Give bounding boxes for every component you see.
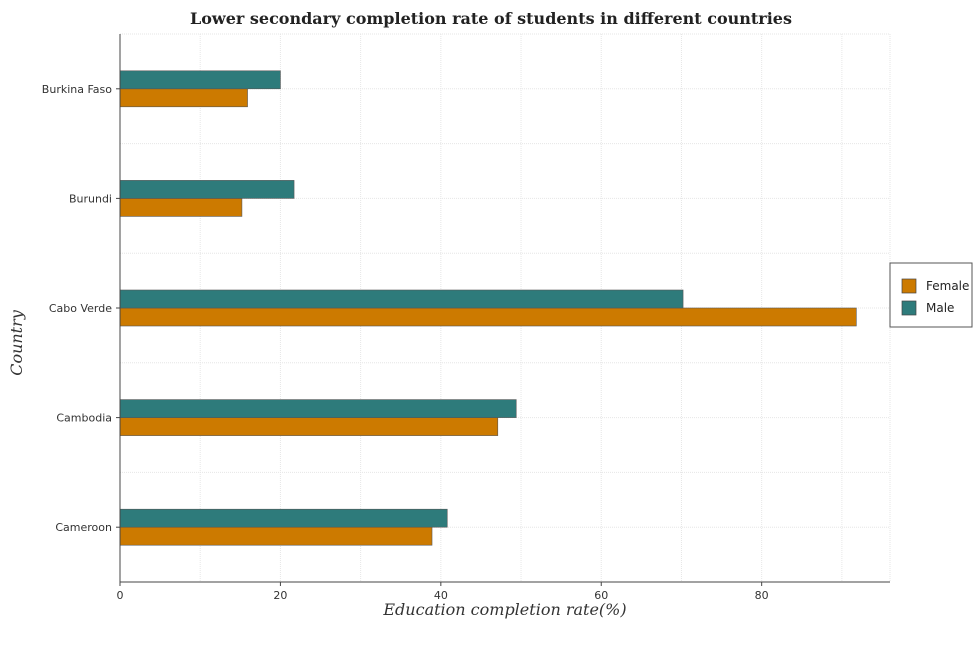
chart-title: Lower secondary completion rate of stude… [190,9,792,28]
bar-male-cambodia [119,399,517,418]
x-tick-label: 80 [755,589,769,602]
bar-male-burkina-faso [119,70,281,90]
x-tick-label: 40 [434,589,448,602]
bar-female-cambodia [119,417,499,436]
y-tick-label: Burundi [69,192,112,205]
bar-female-cabo-verde [119,307,857,327]
legend-label-female: Female [926,279,969,293]
axes-layer: Burkina Faso Burundi Cabo Verde Cambodia Cam… [42,34,890,602]
legend-swatch-male [901,300,917,316]
bar-female-burkina-faso [119,88,248,108]
legend-swatch-female [901,278,917,294]
y-axis-label: Country [7,309,26,376]
bar-male-cabo-verde [119,289,684,309]
x-tick-label: 60 [594,589,608,602]
bar-male-cameroon [119,508,448,528]
bars-layer [119,70,857,546]
x-tick-label: 0 [117,589,124,602]
legend-box [889,262,973,328]
x-axis-label: Education completion rate(%) [382,600,626,619]
x-tick-label: 20 [273,589,287,602]
bar-female-burundi [119,198,243,217]
bar-male-burundi [119,180,295,199]
y-tick-label: Burkina Faso [42,83,112,96]
y-tick-label: Cambodia [56,412,112,425]
bar-female-cameroon [119,526,433,546]
legend: Female Male [889,262,973,328]
legend-label-male: Male [926,301,954,315]
y-tick-label: Cameroon [55,521,112,534]
y-tick-label: Cabo Verde [49,302,112,315]
